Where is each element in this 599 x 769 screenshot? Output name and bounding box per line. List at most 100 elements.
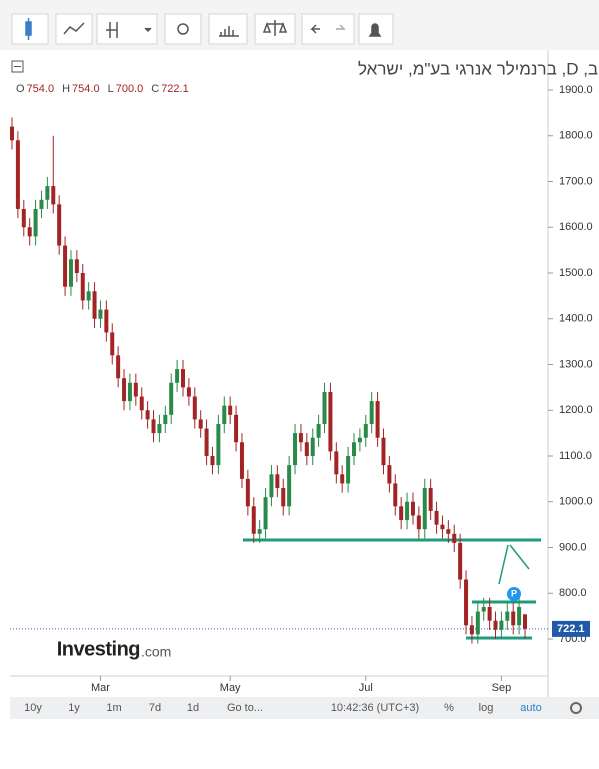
candle-body [458,542,463,580]
range-button[interactable]: Go to... [227,702,263,714]
y-tick-label: 1900.0 [559,84,593,96]
candle-body [127,382,132,402]
candle-body [33,208,38,237]
range-button[interactable]: 1m [106,702,121,714]
arrow-drawing [498,544,530,585]
candle-body [298,433,303,443]
ohlc-value: 700.0 [116,83,144,95]
y-tick-label: 1700.0 [559,175,593,187]
candle-body [204,428,209,456]
y-tick-label: 1300.0 [559,358,593,370]
candle-body [222,405,227,424]
auto-button[interactable]: auto [520,702,541,714]
studies-button[interactable] [208,13,248,45]
candle-body [68,259,73,287]
candle-body [375,401,380,438]
y-tick-label: 1800.0 [559,130,593,142]
candle-body [228,405,233,415]
candle-body [98,309,103,319]
logo-suffix: .com [141,644,171,660]
candle-body [346,456,351,484]
ohlc-key: C [151,83,159,95]
candle-body [27,227,32,237]
candle-body [45,186,50,200]
bottom-bar [10,697,599,719]
candle-body [434,510,439,525]
marker-label: P [511,588,517,598]
candle-body [381,437,386,466]
candle-body [405,501,410,521]
candle-body [39,199,44,209]
candle-body [80,273,85,301]
candle-body [387,465,392,484]
ohlc-value: 722.1 [161,83,189,95]
ohlc-key: O [16,83,25,95]
candle-body [399,506,404,521]
candle-body [210,456,215,466]
candle-body [104,309,109,333]
candle-body [92,291,97,319]
log-button[interactable]: log [479,702,494,714]
toolbar-icons [25,18,382,40]
candle-body [74,259,79,273]
candle-body [51,186,56,205]
candle-body [310,437,315,456]
candle-body [192,396,197,420]
candle-body [186,387,191,397]
candle-body [122,378,127,402]
ohlc-key: L [108,83,114,95]
settings-button[interactable] [164,13,202,45]
y-tick-label: 1600.0 [559,221,593,233]
candle-body [281,488,286,507]
candle-body [21,208,26,228]
candle-body [251,506,256,534]
candle-body [263,497,268,530]
x-tick-label: Sep [492,682,512,694]
candle-body [269,474,274,498]
x-tick-label: Jul [359,682,373,694]
ohlc-value: 754.0 [27,83,55,95]
candle-body [523,614,527,629]
range-button[interactable]: 7d [149,702,161,714]
y-tick-label: 1200.0 [559,404,593,416]
collapse-icon[interactable] [11,60,24,73]
x-tick-label: Mar [91,682,110,694]
candle-body [157,423,162,434]
x-tick-label: May [220,682,241,694]
candle-body [10,126,14,141]
y-tick-label: 900.0 [559,541,587,553]
range-button[interactable]: 1d [187,702,199,714]
candle-body [487,606,492,621]
candle-body [475,611,480,635]
range-button[interactable]: 10y [24,702,42,714]
candle-body [422,488,427,530]
y-tick-label: 1000.0 [559,496,593,508]
candle-body [15,140,20,209]
candle-body [446,529,451,534]
candle-body [110,332,115,356]
undo-redo-button[interactable] [301,13,355,45]
candle-body [63,245,68,287]
candle-body [416,515,421,530]
candle-body [334,451,339,475]
candle-body [369,401,374,424]
candle-body [464,579,469,626]
candle-body [511,611,516,626]
marker[interactable] [507,587,521,601]
candle-body [57,204,62,246]
candle-body [440,524,445,530]
candle-body [133,382,138,397]
candle-body [428,488,433,511]
percent-button[interactable]: % [444,702,454,714]
candle-body [239,442,244,479]
candle-body [304,442,309,456]
candle-body [175,369,180,383]
range-button[interactable]: 1y [68,702,80,714]
candle-body [517,606,522,626]
logo: Investing [57,638,140,660]
candle-body [505,611,510,621]
candle-body [169,382,174,415]
settings-icon[interactable] [570,702,582,714]
candle-body [499,620,504,630]
